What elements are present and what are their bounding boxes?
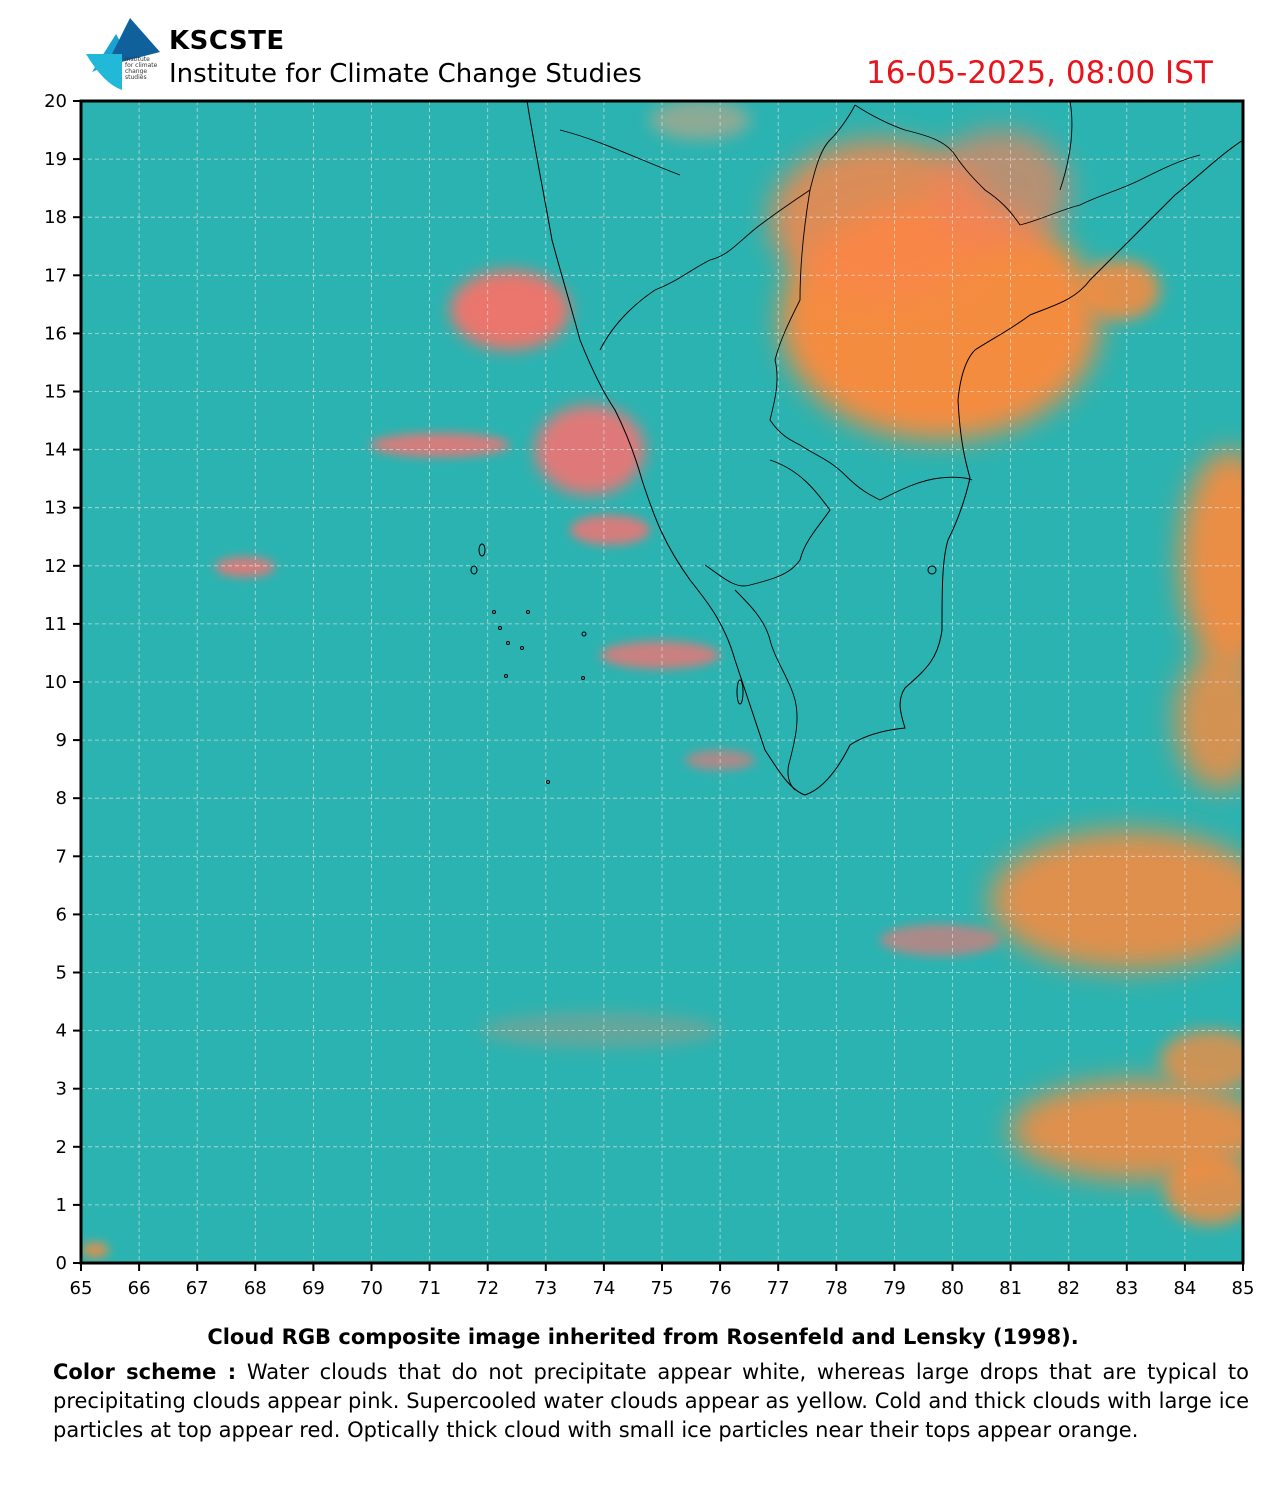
lon-tick-label: 74	[592, 1278, 615, 1299]
lon-tick-label: 81	[999, 1278, 1022, 1299]
cloud-layer	[81, 101, 1243, 1258]
lon-tick-label: 77	[767, 1278, 790, 1299]
state-borders	[599, 101, 1201, 791]
svg-text:change: change	[125, 68, 147, 75]
lon-tick-label: 70	[360, 1278, 383, 1299]
lat-tick-label: 8	[56, 788, 67, 809]
lon-tick-label: 78	[825, 1278, 848, 1299]
lat-tick-label: 4	[56, 1021, 67, 1042]
lat-tick-label: 16	[44, 323, 67, 344]
lon-tick-label: 85	[1232, 1278, 1255, 1299]
lat-tick-label: 6	[56, 904, 67, 925]
lon-tick-label: 67	[186, 1278, 209, 1299]
org-name: KSCSTE	[169, 26, 285, 56]
lat-tick-label: 5	[56, 963, 67, 984]
lat-tick-label: 7	[56, 846, 67, 867]
lat-tick-label: 10	[44, 672, 67, 693]
lat-tick-label: 12	[44, 556, 67, 577]
lon-axis: 65 66 67 68 69 70 71 72 73 74 75 76 77 78 79 80 81 82 83 84…	[70, 1263, 1255, 1299]
color-scheme-text: Water clouds that do not precipitate app…	[53, 1360, 1249, 1442]
lat-tick-label: 3	[56, 1079, 67, 1100]
lon-tick-label: 76	[709, 1278, 732, 1299]
gridlines	[81, 101, 1243, 1263]
lon-tick-label: 72	[476, 1278, 499, 1299]
mountain-logo-icon: institute for climate change studies	[86, 18, 160, 90]
lon-tick-label: 69	[302, 1278, 325, 1299]
kscste-logo: institute for climate change studies	[84, 14, 164, 94]
lon-tick-label: 66	[128, 1278, 151, 1299]
lat-tick-label: 1	[56, 1195, 67, 1216]
lon-tick-label: 79	[883, 1278, 906, 1299]
islands	[470, 543, 937, 784]
lat-tick-label: 20	[44, 91, 67, 112]
svg-text:institute: institute	[125, 56, 150, 63]
svg-text:for climate: for climate	[125, 62, 158, 69]
lat-tick-label: 9	[56, 730, 67, 751]
lon-tick-label: 75	[651, 1278, 674, 1299]
lat-tick-label: 15	[44, 382, 67, 403]
lat-tick-label: 11	[44, 614, 67, 635]
lon-tick-label: 82	[1057, 1278, 1080, 1299]
lon-tick-label: 68	[244, 1278, 267, 1299]
lat-tick-label: 18	[44, 207, 67, 228]
lon-tick-label: 71	[418, 1278, 441, 1299]
lat-tick-label: 0	[56, 1253, 67, 1274]
lon-tick-label: 65	[70, 1278, 93, 1299]
lon-tick-label: 73	[534, 1278, 557, 1299]
institute-name: Institute for Climate Change Studies	[169, 59, 642, 89]
lon-tick-label: 84	[1173, 1278, 1196, 1299]
coastline	[526, 101, 1243, 796]
lat-tick-label: 19	[44, 149, 67, 170]
lon-tick-label: 80	[941, 1278, 964, 1299]
figure-caption: Cloud RGB composite image inherited from…	[207, 1325, 1079, 1349]
satellite-map: 65 66 67 68 69 70 71 72 73 74 75 76 77 78 79 80 81 82 83 84…	[44, 91, 1255, 1299]
lon-tick-label: 83	[1115, 1278, 1138, 1299]
timestamp: 16-05-2025, 08:00 IST	[866, 55, 1213, 91]
lat-tick-label: 2	[56, 1137, 67, 1158]
lat-tick-label: 17	[44, 265, 67, 286]
lat-tick-label: 14	[44, 440, 67, 461]
svg-text:studies: studies	[125, 74, 147, 81]
lat-tick-label: 13	[44, 498, 67, 519]
color-scheme-label: Color scheme :	[53, 1360, 237, 1384]
color-scheme-note: Color scheme : Water clouds that do not …	[53, 1358, 1249, 1445]
